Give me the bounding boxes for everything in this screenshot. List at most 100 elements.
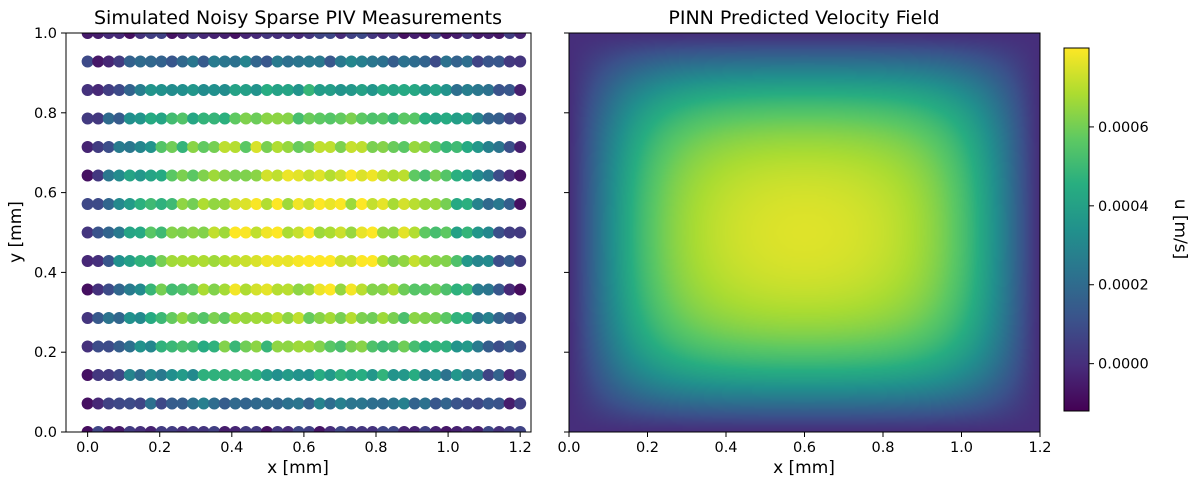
scatter-point bbox=[260, 84, 273, 97]
scatter-point bbox=[271, 112, 284, 125]
scatter-point bbox=[102, 55, 115, 68]
scatter-point bbox=[250, 198, 263, 211]
scatter-point bbox=[387, 368, 400, 381]
scatter-point bbox=[377, 169, 390, 182]
scatter-point bbox=[503, 169, 516, 182]
scatter-point bbox=[355, 198, 368, 211]
scatter-point bbox=[81, 368, 94, 381]
scatter-point bbox=[260, 33, 273, 39]
scatter-point bbox=[450, 397, 463, 410]
scatter-point bbox=[144, 112, 157, 125]
scatter-point bbox=[218, 397, 231, 410]
scatter-point bbox=[461, 55, 474, 68]
scatter-point bbox=[229, 312, 242, 325]
scatter-point bbox=[134, 226, 147, 239]
scatter-point bbox=[134, 397, 147, 410]
scatter-point bbox=[503, 283, 516, 296]
scatter-point bbox=[166, 112, 179, 125]
scatter-point bbox=[503, 340, 516, 353]
scatter-point bbox=[377, 368, 390, 381]
scatter-point bbox=[377, 33, 390, 39]
scatter-point bbox=[334, 84, 347, 97]
scatter-point bbox=[345, 84, 358, 97]
scatter-point bbox=[208, 283, 221, 296]
scatter-point bbox=[92, 84, 105, 97]
scatter-point bbox=[355, 33, 368, 39]
scatter-point bbox=[260, 312, 273, 325]
scatter-point bbox=[187, 283, 200, 296]
scatter-point bbox=[134, 426, 147, 432]
scatter-point bbox=[334, 283, 347, 296]
scatter-point bbox=[345, 226, 358, 239]
x-tick-label: 0.4 bbox=[714, 440, 737, 456]
scatter-point bbox=[429, 426, 442, 432]
heatmap-x-ticks: 0.0 0.2 0.4 0.6 0.8 1.0 1.2 bbox=[557, 432, 1052, 456]
scatter-point bbox=[123, 426, 136, 432]
scatter-point bbox=[313, 368, 326, 381]
scatter-point bbox=[239, 368, 252, 381]
heatmap-panel: PINN Predicted Velocity Field 0.0 0.2 0.4 0… bbox=[557, 7, 1051, 478]
scatter-point bbox=[239, 33, 252, 39]
scatter-point bbox=[345, 368, 358, 381]
scatter-point bbox=[229, 340, 242, 353]
scatter-point bbox=[345, 55, 358, 68]
scatter-point bbox=[419, 340, 432, 353]
scatter-point bbox=[514, 226, 527, 239]
scatter-point bbox=[355, 312, 368, 325]
scatter-point bbox=[493, 254, 506, 267]
scatter-point bbox=[503, 140, 516, 153]
scatter-point bbox=[292, 140, 305, 153]
scatter-point bbox=[429, 397, 442, 410]
scatter-point bbox=[197, 198, 210, 211]
scatter-point bbox=[419, 226, 432, 239]
scatter-point bbox=[503, 33, 516, 39]
scatter-point bbox=[166, 169, 179, 182]
scatter-point bbox=[398, 254, 411, 267]
scatter-point bbox=[419, 283, 432, 296]
scatter-point bbox=[134, 169, 147, 182]
scatter-point bbox=[155, 254, 168, 267]
scatter-point bbox=[387, 198, 400, 211]
scatter-point bbox=[366, 368, 379, 381]
scatter-point bbox=[334, 33, 347, 39]
scatter-point bbox=[398, 33, 411, 39]
scatter-point bbox=[102, 169, 115, 182]
scatter-point bbox=[471, 169, 484, 182]
scatter-point bbox=[450, 169, 463, 182]
scatter-point bbox=[387, 169, 400, 182]
x-tick-label: 0.8 bbox=[871, 440, 894, 456]
scatter-point bbox=[377, 254, 390, 267]
scatter-point bbox=[113, 33, 126, 39]
x-tick-label: 1.2 bbox=[509, 440, 532, 456]
scatter-point bbox=[303, 84, 316, 97]
scatter-point bbox=[250, 312, 263, 325]
scatter-point bbox=[155, 198, 168, 211]
scatter-point bbox=[239, 340, 252, 353]
scatter-point bbox=[366, 169, 379, 182]
scatter-point bbox=[461, 254, 474, 267]
scatter-point bbox=[493, 169, 506, 182]
scatter-point bbox=[102, 140, 115, 153]
scatter-point bbox=[102, 84, 115, 97]
scatter-point bbox=[514, 312, 527, 325]
scatter-point bbox=[92, 312, 105, 325]
scatter-point bbox=[144, 198, 157, 211]
scatter-point bbox=[450, 312, 463, 325]
scatter-point bbox=[313, 312, 326, 325]
scatter-point bbox=[514, 33, 527, 39]
scatter-point bbox=[429, 226, 442, 239]
scatter-point bbox=[387, 426, 400, 432]
scatter-point bbox=[366, 397, 379, 410]
colorbar-tick-label: 0.0000 bbox=[1098, 357, 1149, 373]
scatter-point bbox=[282, 397, 295, 410]
scatter-point bbox=[102, 312, 115, 325]
scatter-point bbox=[419, 33, 432, 39]
scatter-point bbox=[218, 254, 231, 267]
scatter-point bbox=[324, 140, 337, 153]
y-tick-label: 0.2 bbox=[34, 345, 57, 361]
scatter-point bbox=[134, 368, 147, 381]
scatter-point bbox=[514, 112, 527, 125]
scatter-point bbox=[471, 84, 484, 97]
scatter-point bbox=[355, 340, 368, 353]
scatter-point bbox=[260, 340, 273, 353]
